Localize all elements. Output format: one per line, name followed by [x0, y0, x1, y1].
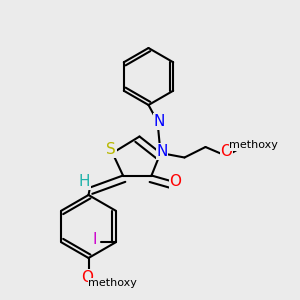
Text: methoxy: methoxy: [229, 140, 278, 151]
Text: S: S: [106, 142, 116, 158]
Text: methoxy: methoxy: [88, 278, 137, 289]
Text: O: O: [169, 174, 181, 189]
Text: O: O: [81, 270, 93, 285]
Text: H: H: [78, 174, 90, 189]
Text: I: I: [92, 232, 97, 247]
Text: O: O: [220, 144, 232, 159]
Text: N: N: [153, 114, 165, 129]
Text: N: N: [156, 144, 168, 159]
